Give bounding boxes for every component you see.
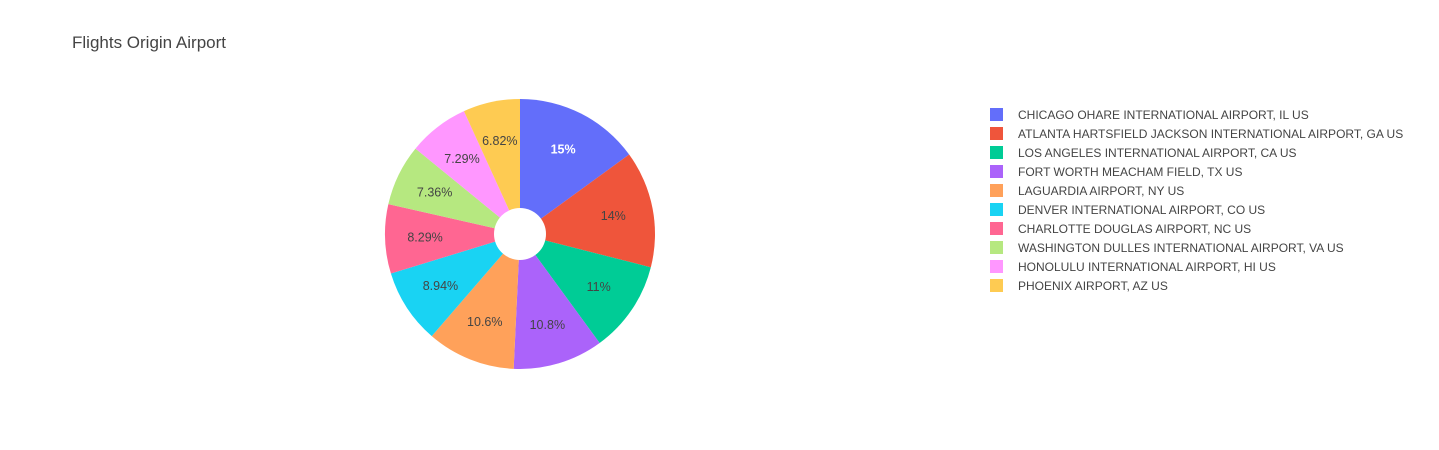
pie-slice[interactable]	[384, 204, 520, 274]
pie-hole	[494, 208, 546, 260]
pie-slice[interactable]	[520, 234, 651, 344]
pie-slice-labels: 15% 14% 11% 10.8% 10.6% 8.94% 8.29% 7.36% 7.29%6…	[407, 134, 625, 332]
legend-swatch	[990, 222, 1003, 235]
pie-slice-label: 10.8%	[530, 318, 565, 332]
pie-slice[interactable]	[415, 111, 520, 234]
pie-slice[interactable]	[390, 234, 520, 337]
pie-slice-label: 15%	[551, 142, 576, 156]
legend-label: ATLANTA HARTSFIELD JACKSON INTERNATIONAL…	[1018, 126, 1404, 141]
legend-label: HONOLULU INTERNATIONAL AIRPORT, HI US	[1018, 259, 1276, 274]
pie-slice-label: 14%	[601, 209, 626, 223]
pie-slices	[384, 99, 655, 370]
pie-slice[interactable]	[463, 99, 520, 234]
legend-item[interactable]: LAGUARDIA AIRPORT, NY US	[990, 181, 1403, 200]
legend: CHICAGO OHARE INTERNATIONAL AIRPORT, IL …	[990, 105, 1403, 295]
legend-item[interactable]: WASHINGTON DULLES INTERNATIONAL AIRPORT,…	[990, 238, 1403, 257]
legend-label: LOS ANGELES INTERNATIONAL AIRPORT, CA US	[1018, 145, 1297, 160]
pie-slice-label: 10.6%	[467, 315, 502, 329]
legend-label: CHICAGO OHARE INTERNATIONAL AIRPORT, IL …	[1018, 107, 1309, 122]
legend-item[interactable]: ATLANTA HARTSFIELD JACKSON INTERNATIONAL…	[990, 124, 1403, 143]
legend-label: PHOENIX AIRPORT, AZ US	[1018, 278, 1168, 293]
legend-item[interactable]: FORT WORTH MEACHAM FIELD, TX US	[990, 162, 1403, 181]
legend-label: CHARLOTTE DOUGLAS AIRPORT, NC US	[1018, 221, 1252, 236]
pie-slice[interactable]	[513, 234, 600, 370]
chart-title: Flights Origin Airport	[72, 33, 226, 52]
legend-swatch	[990, 260, 1003, 273]
legend-swatch	[990, 184, 1003, 197]
pie-slice-label: 7.29%	[444, 152, 479, 166]
legend-label: WASHINGTON DULLES INTERNATIONAL AIRPORT,…	[1018, 240, 1344, 255]
legend-swatch	[990, 108, 1003, 121]
legend-label: LAGUARDIA AIRPORT, NY US	[1018, 183, 1185, 198]
legend-item[interactable]: HONOLULU INTERNATIONAL AIRPORT, HI US	[990, 257, 1403, 276]
pie-slice-label: 11%	[587, 280, 611, 294]
pie-slice[interactable]	[520, 154, 655, 268]
legend-label: DENVER INTERNATIONAL AIRPORT, CO US	[1018, 202, 1266, 217]
legend-item[interactable]: PHOENIX AIRPORT, AZ US	[990, 276, 1403, 295]
legend-swatch	[990, 241, 1003, 254]
pie-slice-label: 7.36%	[417, 185, 452, 199]
legend-item[interactable]: DENVER INTERNATIONAL AIRPORT, CO US	[990, 200, 1403, 219]
legend-label: FORT WORTH MEACHAM FIELD, TX US	[1018, 164, 1243, 179]
legend-item[interactable]: LOS ANGELES INTERNATIONAL AIRPORT, CA US	[990, 143, 1403, 162]
pie-slice[interactable]	[431, 234, 520, 369]
legend-swatch	[990, 165, 1003, 178]
legend-item[interactable]: CHICAGO OHARE INTERNATIONAL AIRPORT, IL …	[990, 105, 1403, 124]
pie-slice[interactable]	[388, 148, 520, 234]
pie-slice-label: 6.82%	[482, 134, 517, 148]
pie-slice[interactable]	[520, 99, 630, 234]
legend-item[interactable]: CHARLOTTE DOUGLAS AIRPORT, NC US	[990, 219, 1403, 238]
legend-swatch	[990, 127, 1003, 140]
legend-swatch	[990, 279, 1003, 292]
pie-slice-label: 8.94%	[423, 279, 458, 293]
legend-swatch	[990, 146, 1003, 159]
legend-swatch	[990, 203, 1003, 216]
pie-slice-label: 8.29%	[407, 231, 442, 245]
